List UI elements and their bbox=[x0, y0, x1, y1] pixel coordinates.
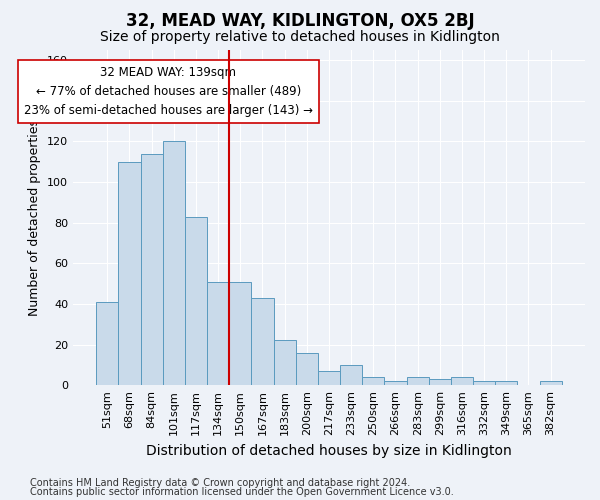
Bar bbox=[539, 381, 562, 385]
Bar bbox=[495, 381, 517, 385]
Bar bbox=[229, 282, 251, 385]
Bar bbox=[473, 381, 495, 385]
Bar bbox=[207, 282, 229, 385]
Y-axis label: Number of detached properties: Number of detached properties bbox=[28, 119, 41, 316]
Bar bbox=[274, 340, 296, 385]
Bar bbox=[140, 154, 163, 385]
Bar bbox=[362, 377, 385, 385]
Text: Contains public sector information licensed under the Open Government Licence v3: Contains public sector information licen… bbox=[30, 487, 454, 497]
Text: 32 MEAD WAY: 139sqm
← 77% of detached houses are smaller (489)
23% of semi-detac: 32 MEAD WAY: 139sqm ← 77% of detached ho… bbox=[24, 66, 313, 118]
Bar bbox=[407, 377, 429, 385]
Bar bbox=[296, 352, 318, 385]
Bar bbox=[429, 379, 451, 385]
Text: 32, MEAD WAY, KIDLINGTON, OX5 2BJ: 32, MEAD WAY, KIDLINGTON, OX5 2BJ bbox=[125, 12, 475, 30]
X-axis label: Distribution of detached houses by size in Kidlington: Distribution of detached houses by size … bbox=[146, 444, 512, 458]
Bar bbox=[163, 142, 185, 385]
Bar bbox=[451, 377, 473, 385]
Bar bbox=[340, 365, 362, 385]
Text: Contains HM Land Registry data © Crown copyright and database right 2024.: Contains HM Land Registry data © Crown c… bbox=[30, 478, 410, 488]
Bar bbox=[385, 381, 407, 385]
Bar bbox=[118, 162, 140, 385]
Bar bbox=[251, 298, 274, 385]
Text: Size of property relative to detached houses in Kidlington: Size of property relative to detached ho… bbox=[100, 30, 500, 44]
Bar bbox=[96, 302, 118, 385]
Bar bbox=[185, 216, 207, 385]
Bar bbox=[318, 371, 340, 385]
